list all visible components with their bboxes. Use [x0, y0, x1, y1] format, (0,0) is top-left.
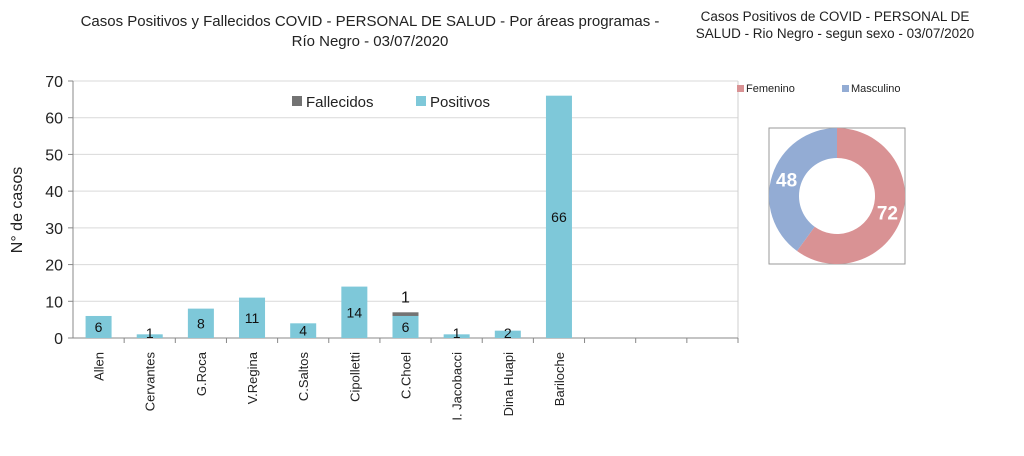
legend-swatch: [416, 96, 426, 106]
y-tick-label: 50: [45, 147, 63, 164]
y-tick-label: 70: [45, 74, 63, 91]
bar-chart-title: Casos Positivos y Fallecidos COVID - PER…: [80, 13, 660, 50]
y-tick-label: 60: [45, 111, 63, 128]
pie-slice-label: 48: [776, 171, 797, 192]
data-label-fallecidos: 1: [401, 289, 410, 306]
bar-positivos: [187, 308, 214, 338]
data-label-positivos: 4: [299, 323, 307, 339]
legend-label: Fallecidos: [306, 94, 374, 111]
pie-legend-label: Masculino: [851, 83, 901, 95]
data-label-positivos: 2: [504, 325, 512, 341]
x-category-label: G.Roca: [194, 351, 209, 396]
x-category-label: C.Saltos: [296, 352, 311, 402]
data-label-positivos: 1: [453, 325, 461, 341]
data-label-positivos: 6: [95, 319, 103, 335]
y-tick-label: 40: [45, 184, 63, 201]
data-label-positivos: 66: [551, 209, 567, 225]
y-tick-label: 10: [45, 294, 63, 311]
bar-positivos: [290, 323, 317, 338]
pie-legend-swatch: [737, 85, 744, 92]
pie-slice-masculino: [768, 128, 837, 252]
data-label-positivos: 14: [347, 304, 363, 320]
pie-legend-label: Femenino: [746, 83, 795, 95]
pie-slice-label: 72: [877, 203, 898, 224]
bar-positivos: [392, 315, 419, 338]
legend-swatch: [292, 96, 302, 106]
y-tick-label: 30: [45, 221, 63, 238]
bar-positivos: [494, 330, 521, 338]
x-category-label: I. Jacobacci: [450, 352, 465, 421]
x-category-label: V.Regina: [245, 351, 260, 404]
x-category-label: Bariloche: [552, 352, 567, 406]
x-category-label: Allen: [92, 352, 107, 381]
legend-label: Positivos: [430, 94, 490, 111]
bar-positivos: [545, 95, 572, 338]
y-axis-label: N° de casos: [9, 167, 26, 253]
y-tick-label: 20: [45, 258, 63, 275]
x-category-label: Cervantes: [143, 352, 158, 412]
bar-fallecidos: [392, 312, 419, 316]
data-label-positivos: 1: [146, 325, 154, 341]
bar-positivos: [443, 334, 470, 338]
data-label-positivos: 6: [402, 319, 410, 335]
data-label-positivos: 8: [197, 315, 205, 331]
bar-positivos: [136, 334, 163, 338]
data-label-positivos: 11: [245, 310, 260, 326]
bar-positivos: [85, 315, 112, 338]
x-category-label: Dina Huapi: [501, 352, 516, 416]
x-category-label: Cipolletti: [347, 352, 362, 402]
bar-positivos: [239, 297, 266, 338]
bar-positivos: [341, 286, 368, 338]
pie-legend-swatch: [842, 85, 849, 92]
pie-slice-femenino: [797, 128, 905, 264]
pie-chart-title: Casos Positivos de COVID - PERSONAL DE S…: [695, 9, 975, 41]
x-category-label: C.Choel: [399, 352, 414, 399]
y-tick-label: 0: [54, 331, 63, 348]
